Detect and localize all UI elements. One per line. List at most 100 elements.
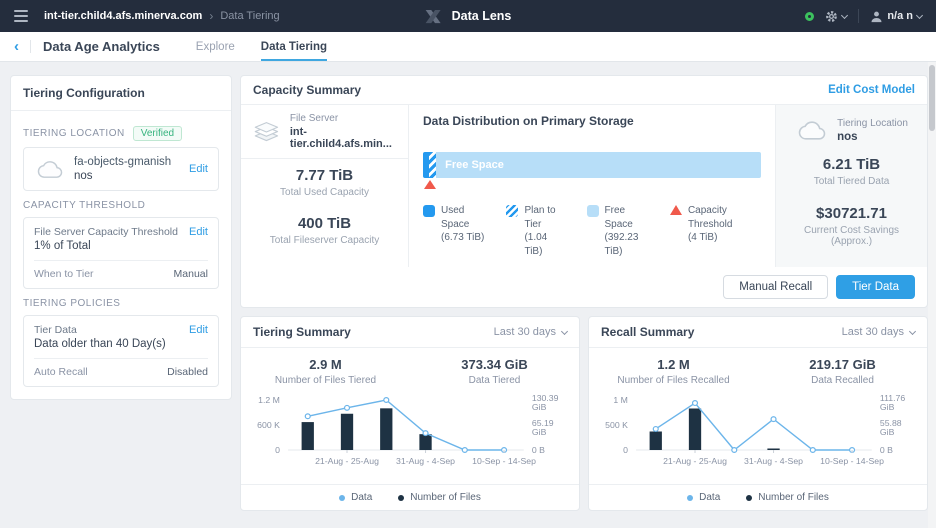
file-server-label: File Server — [290, 113, 398, 124]
when-to-tier-label: When to Tier — [34, 268, 94, 280]
threshold-value: 1% of Total — [34, 240, 178, 252]
page-title: Data Age Analytics — [43, 39, 160, 54]
legend-data[interactable]: Data — [687, 492, 720, 503]
cloud-icon — [34, 157, 66, 181]
legend-used-space: Used Space (6.73 TiB) — [423, 204, 486, 258]
subnav: ‹ Data Age Analytics Explore Data Tierin… — [0, 32, 936, 62]
recall-period-select[interactable]: Last 30 days — [842, 326, 915, 338]
data-tiered-value: 373.34 GiB — [410, 357, 579, 372]
free-space-bar-label: Free Space — [445, 159, 504, 171]
breadcrumb-host[interactable]: int-tier.child4.afs.minerva.com — [44, 10, 202, 22]
svg-text:0: 0 — [275, 445, 280, 455]
edit-tiering-location-link[interactable]: Edit — [189, 163, 208, 175]
free-space-swatch-icon — [587, 205, 599, 217]
auto-recall-value: Disabled — [167, 366, 208, 378]
app-title: Data Lens — [452, 9, 512, 23]
files-series-dot-icon — [398, 495, 404, 501]
tiering-summary-chart: 1.2 M600 K0130.39GiB65.19GiB0 B21-Aug - … — [241, 388, 579, 484]
data-recalled-label: Data Recalled — [758, 375, 927, 386]
files-tiered-value: 2.9 M — [241, 357, 410, 372]
svg-text:0 B: 0 B — [532, 445, 545, 455]
distribution-bar: Free Space — [423, 152, 761, 178]
data-recalled-value: 219.17 GiB — [758, 357, 927, 372]
auto-recall-label: Auto Recall — [34, 366, 88, 378]
plan-to-tier-swatch-icon — [506, 205, 518, 217]
files-tiered-label: Number of Files Tiered — [241, 375, 410, 386]
svg-text:31-Aug - 4-Sep: 31-Aug - 4-Sep — [744, 456, 803, 466]
cost-savings-label: Current Cost Savings (Approx.) — [784, 225, 919, 247]
back-button[interactable]: ‹ — [14, 39, 19, 54]
app-logo: Data Lens — [425, 9, 512, 24]
tiering-configuration-title: Tiering Configuration — [11, 76, 231, 111]
user-menu[interactable]: n/a n — [870, 10, 922, 23]
edit-cost-model-link[interactable]: Edit Cost Model — [828, 84, 915, 96]
edit-policy-link[interactable]: Edit — [189, 324, 208, 336]
tiering-target-type: nos — [74, 170, 181, 182]
gear-icon — [825, 10, 838, 23]
svg-text:1 M: 1 M — [613, 395, 627, 405]
recall-summary-chart: 1 M500 K0111.76GiB55.88GiB0 B21-Aug - 25… — [589, 388, 927, 484]
svg-text:600 K: 600 K — [257, 420, 280, 430]
svg-text:10-Sep - 14-Sep: 10-Sep - 14-Sep — [820, 456, 884, 466]
tiering-summary-panel: Tiering Summary Last 30 days 2.9 M Numbe… — [240, 316, 580, 511]
legend-number-of-files[interactable]: Number of Files — [398, 492, 481, 503]
total-fileserver-capacity-value: 400 TiB — [241, 215, 408, 232]
svg-text:1.2 M: 1.2 M — [258, 395, 280, 405]
topbar: int-tier.child4.afs.minerva.com › Data T… — [0, 0, 936, 32]
tiering-location-heading: TIERING LOCATION — [23, 128, 125, 139]
menu-icon[interactable] — [14, 10, 28, 22]
legend-data[interactable]: Data — [339, 492, 372, 503]
recall-summary-title: Recall Summary — [601, 325, 694, 339]
tier-data-button[interactable]: Tier Data — [836, 275, 915, 299]
data-series-dot-icon — [687, 495, 693, 501]
settings-menu[interactable] — [825, 10, 847, 23]
free-space-segment: Free Space — [436, 152, 761, 178]
tab-explore[interactable]: Explore — [196, 32, 235, 61]
tiering-location-label: Tiering Location — [837, 118, 908, 129]
files-series-dot-icon — [746, 495, 752, 501]
tiering-period-select[interactable]: Last 30 days — [494, 326, 567, 338]
x-logo-icon — [425, 9, 442, 24]
user-icon — [870, 10, 883, 23]
svg-text:31-Aug - 4-Sep: 31-Aug - 4-Sep — [396, 456, 455, 466]
cost-savings-value: $30721.71 — [784, 205, 919, 222]
user-name: n/a n — [887, 10, 913, 22]
threshold-label: File Server Capacity Threshold — [34, 226, 178, 238]
total-tiered-data-value: 6.21 TiB — [784, 156, 919, 173]
tiering-summary-title: Tiering Summary — [253, 325, 351, 339]
capacity-summary-panel: Capacity Summary Edit Cost Model — [240, 75, 928, 308]
tiering-target-name: fa-objects-gmanish — [74, 156, 181, 168]
svg-text:0 B: 0 B — [880, 445, 893, 455]
file-server-name: int-tier.child4.afs.min... — [290, 126, 398, 150]
tiering-policies-card: Tier Data Data older than 40 Day(s) Edit… — [23, 315, 219, 387]
scrollbar-thumb[interactable] — [929, 65, 935, 131]
cloud-icon — [795, 117, 829, 143]
scrollbar-track[interactable] — [928, 62, 936, 528]
plan-to-tier-segment — [429, 152, 436, 178]
tier-data-label: Tier Data — [34, 324, 166, 336]
manual-recall-button[interactable]: Manual Recall — [723, 275, 828, 299]
used-space-swatch-icon — [423, 205, 435, 217]
total-tiered-data-label: Total Tiered Data — [784, 176, 919, 187]
data-tiered-label: Data Tiered — [410, 375, 579, 386]
breadcrumb-page: Data Tiering — [220, 10, 279, 22]
svg-text:500 K: 500 K — [605, 420, 628, 430]
files-recalled-value: 1.2 M — [589, 357, 758, 372]
tiering-location-name: nos — [837, 131, 908, 143]
tab-data-tiering[interactable]: Data Tiering — [261, 32, 327, 61]
chevron-down-icon — [916, 11, 923, 18]
distribution-title: Data Distribution on Primary Storage — [423, 114, 761, 128]
svg-text:21-Aug - 25-Aug: 21-Aug - 25-Aug — [663, 456, 727, 466]
capacity-summary-title: Capacity Summary — [253, 83, 361, 97]
legend-free-space: Free Space (392.23 TiB) — [587, 204, 650, 258]
subnav-divider — [30, 40, 31, 53]
tiering-location-card: fa-objects-gmanish nos Edit — [23, 147, 219, 191]
svg-text:130.39GiB: 130.39GiB — [532, 393, 559, 412]
breadcrumb-arrow-icon: › — [209, 9, 213, 23]
health-status-icon[interactable] — [805, 12, 814, 21]
svg-text:0: 0 — [623, 445, 628, 455]
legend-number-of-files[interactable]: Number of Files — [746, 492, 829, 503]
total-fileserver-capacity-label: Total Fileserver Capacity — [241, 235, 408, 246]
edit-threshold-link[interactable]: Edit — [189, 226, 208, 238]
chevron-down-icon — [841, 11, 848, 18]
